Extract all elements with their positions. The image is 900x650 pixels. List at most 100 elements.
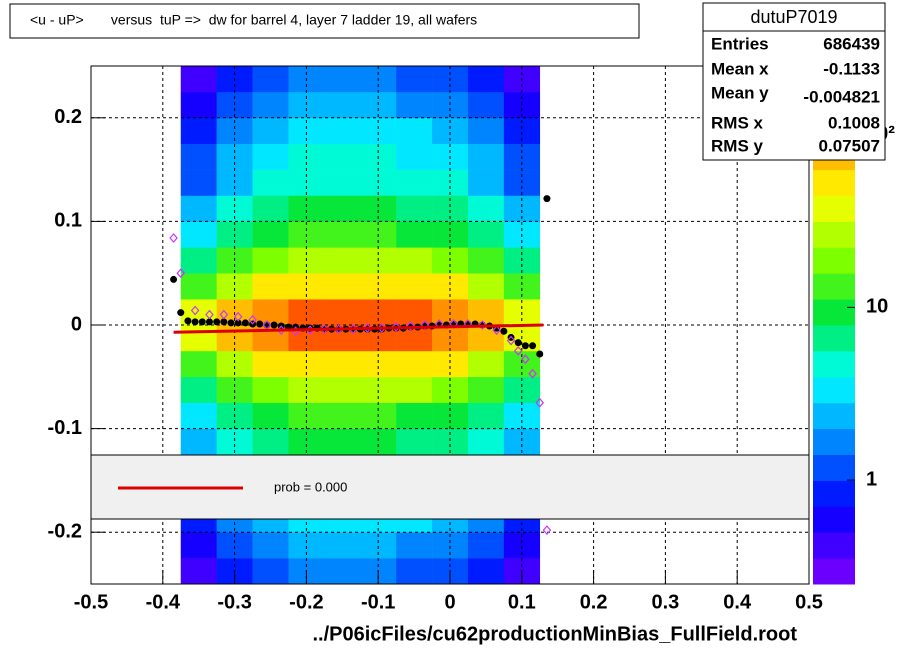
- profile-point: [500, 327, 508, 335]
- heat-cell: [252, 428, 289, 455]
- heat-cell: [324, 532, 361, 559]
- heat-cell: [396, 66, 433, 93]
- y-tick-label: -0.1: [48, 417, 82, 439]
- heat-cell: [396, 221, 433, 248]
- heat-cell: [467, 143, 505, 170]
- heat-cell: [180, 247, 217, 274]
- heat-cell: [180, 117, 217, 144]
- heat-cell: [252, 195, 289, 222]
- heat-cell: [252, 117, 289, 144]
- z-tick-label: 1: [866, 468, 877, 490]
- palette-step: [813, 532, 855, 559]
- stats-value: -0.004821: [803, 87, 880, 106]
- profile-point: [227, 319, 235, 327]
- x-tick-label: 0.1: [508, 591, 536, 613]
- profile-diamond: [169, 233, 178, 243]
- profile-diamond: [492, 325, 501, 336]
- heat-cell: [324, 91, 361, 119]
- heat-cell: [467, 273, 505, 300]
- title-box: [9, 3, 640, 39]
- profile-diamond: [420, 320, 430, 330]
- x-tick-label: -0.4: [146, 591, 181, 613]
- profile-point: [213, 318, 221, 326]
- stats-label: Mean y: [711, 83, 769, 102]
- heat-cell: [252, 143, 289, 170]
- heat-cell: [396, 350, 433, 378]
- heat-cell: [396, 169, 433, 196]
- profile-point: [536, 350, 544, 358]
- heat-cell: [467, 195, 505, 222]
- heat-cell: [396, 558, 433, 585]
- profile-diamond: [535, 397, 545, 408]
- heat-cell: [252, 376, 289, 403]
- profile-point: [177, 309, 185, 317]
- y-tick-label: 0: [71, 313, 82, 335]
- profile-diamond: [478, 320, 487, 330]
- heat-cell: [324, 143, 361, 170]
- x-axis-label: ../P06icFiles/cu62productionMinBias_Full…: [312, 623, 797, 645]
- palette-step: [813, 195, 855, 222]
- heat-cell: [396, 402, 433, 429]
- heat-cell: [180, 66, 217, 93]
- heat-cell: [180, 221, 217, 248]
- heat-cell: [180, 532, 217, 559]
- heat-cell: [467, 532, 505, 559]
- z-tick-label: 10: [866, 296, 888, 318]
- x-tick-label: 0.5: [795, 591, 823, 613]
- palette-step: [813, 350, 855, 378]
- y-tick-label: -0.2: [48, 520, 82, 542]
- x-tick-label: -0.5: [74, 591, 108, 613]
- heat-cell: [324, 273, 361, 300]
- heat-cell: [467, 402, 505, 429]
- profile-point: [514, 339, 522, 347]
- fit-line: [173, 323, 544, 334]
- heat-cell: [467, 428, 505, 455]
- heat-cell: [252, 273, 289, 300]
- y-tick-label: 0.1: [54, 210, 82, 232]
- stats-label: Mean x: [711, 59, 769, 78]
- profile-point: [529, 342, 537, 350]
- palette-step: [813, 325, 855, 352]
- profile-point: [543, 195, 551, 203]
- palette-step: [813, 221, 855, 248]
- stats-value: 686439: [823, 34, 880, 53]
- palette-step: [813, 454, 855, 481]
- heat-cell: [252, 558, 289, 585]
- profile-diamond: [513, 345, 523, 356]
- heat-cell: [324, 299, 361, 326]
- stats-title: dutuP7019: [750, 7, 837, 27]
- heat-cell: [467, 558, 505, 585]
- profile-diamond: [391, 322, 401, 332]
- profile-diamond: [190, 305, 200, 316]
- x-tick-label: 0.4: [723, 591, 752, 613]
- heat-cell: [252, 66, 289, 93]
- heat-cell: [396, 376, 433, 403]
- profile-diamond: [528, 368, 537, 379]
- heat-cell: [180, 428, 217, 455]
- profile-diamond: [521, 354, 530, 365]
- heat-cell: [396, 273, 433, 300]
- heat-cell: [396, 428, 433, 455]
- palette-step: [813, 480, 855, 507]
- heat-cell: [324, 558, 361, 585]
- stats-value: 0.07507: [819, 136, 880, 155]
- heat-cell: [180, 325, 217, 352]
- heat-cell: [180, 91, 217, 119]
- profile-diamond: [542, 525, 552, 536]
- heat-cell: [324, 350, 361, 378]
- heat-cell: [396, 143, 433, 170]
- heat-cell: [324, 195, 361, 222]
- profile-diamond: [205, 309, 214, 320]
- heat-cell: [180, 169, 217, 196]
- profile-diamond: [406, 321, 415, 331]
- palette-step: [813, 247, 855, 274]
- heat-cell: [324, 66, 361, 93]
- x-tick-label: -0.2: [289, 591, 323, 613]
- stats-label: Entries: [711, 34, 769, 53]
- heat-cell: [324, 221, 361, 248]
- profile-point: [241, 319, 249, 327]
- heat-cell: [396, 247, 433, 274]
- palette-step: [813, 506, 855, 533]
- stats-label: RMS y: [711, 136, 764, 155]
